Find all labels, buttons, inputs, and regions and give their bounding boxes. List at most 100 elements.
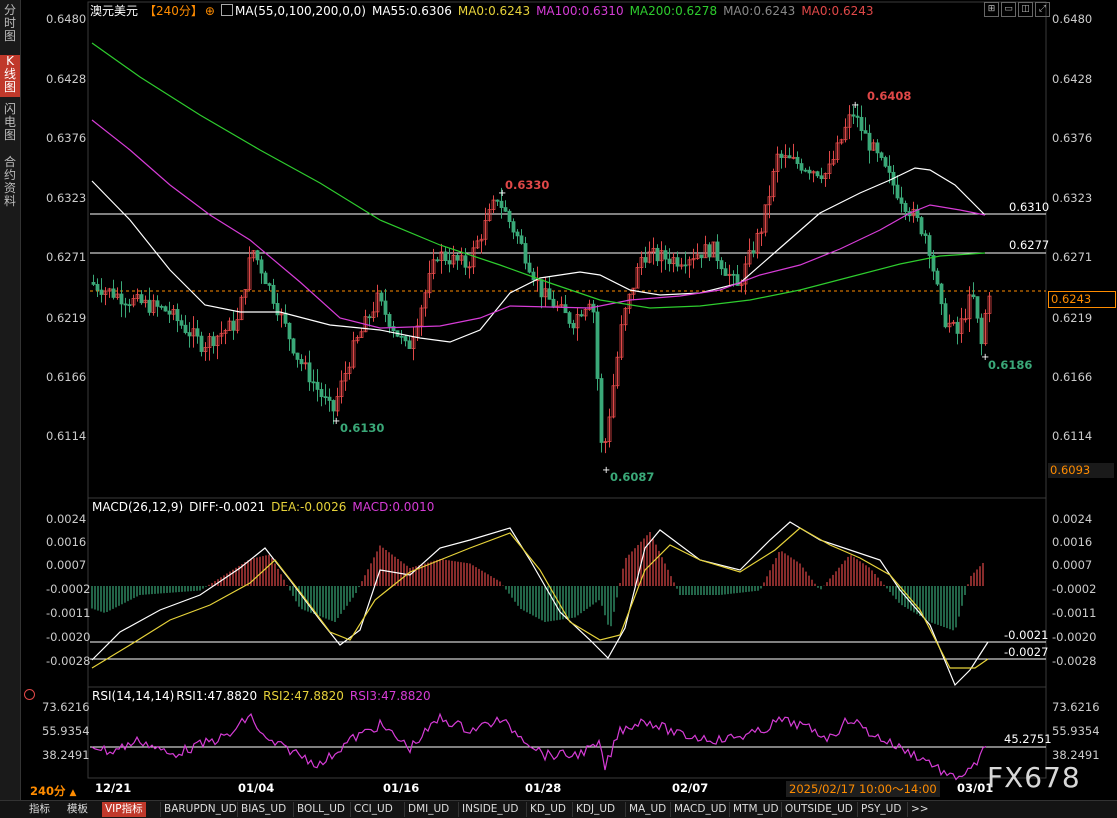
candle-body bbox=[687, 259, 692, 266]
candle-body bbox=[767, 196, 772, 206]
candle-body bbox=[691, 258, 696, 261]
candle-body bbox=[771, 171, 776, 198]
candle-body bbox=[883, 157, 888, 167]
candle-body bbox=[899, 197, 904, 204]
nav-flash-chart[interactable]: 闪 电 图 bbox=[3, 102, 16, 142]
candle-body bbox=[735, 274, 740, 286]
candle-body bbox=[919, 217, 924, 235]
macd-diff: DIFF:-0.0021 bbox=[189, 500, 266, 514]
nav-contract-info[interactable]: 合 约 资 料 bbox=[3, 155, 16, 208]
candle-body bbox=[495, 199, 500, 202]
tab-indicator[interactable]: 指标 bbox=[29, 803, 50, 815]
annotation-high: 0.6408 bbox=[867, 89, 912, 103]
candle-body bbox=[855, 115, 860, 118]
macd-info-row: MACD(26,12,9) DIFF:-0.0021 DEA:-0.0026 MACD… bbox=[92, 500, 440, 514]
period-label[interactable]: 【240分】 bbox=[144, 4, 203, 18]
tab-inside[interactable]: INSIDE_UD bbox=[458, 802, 521, 817]
extreme-marker: + bbox=[602, 465, 610, 476]
tab-template[interactable]: 模板 bbox=[67, 803, 88, 815]
candle-body bbox=[247, 257, 252, 290]
candle-body bbox=[143, 299, 148, 304]
price-tick-left: 0.6271 bbox=[46, 250, 87, 264]
tab-dmi[interactable]: DMI_UD bbox=[404, 802, 452, 817]
candle-body bbox=[155, 300, 160, 307]
candle-body bbox=[939, 283, 944, 305]
tab-psy[interactable]: PSY_UD bbox=[857, 802, 904, 817]
candle-body bbox=[787, 155, 792, 159]
macd-tick-right: -0.0020 bbox=[1052, 630, 1097, 644]
low-price-tag: 0.6093 bbox=[1048, 463, 1114, 478]
tab-kd[interactable]: KD_UD bbox=[526, 802, 569, 817]
nav-kline[interactable]: K 线 图 bbox=[0, 55, 20, 97]
candle-body bbox=[391, 326, 396, 332]
candle-body bbox=[359, 331, 364, 338]
candle-body bbox=[231, 320, 236, 331]
candle-body bbox=[775, 153, 780, 172]
tab-bias[interactable]: BIAS_UD bbox=[237, 802, 289, 817]
candle-body bbox=[315, 381, 320, 390]
candle-body bbox=[587, 303, 592, 310]
tab-mtm[interactable]: MTM_UD bbox=[729, 802, 782, 817]
tab-ma[interactable]: MA_UD bbox=[625, 802, 669, 817]
candle-body bbox=[507, 210, 512, 223]
candle-body bbox=[111, 288, 116, 298]
macd-value: MACD:0.0010 bbox=[352, 500, 435, 514]
candle-body bbox=[487, 209, 492, 221]
candle-body bbox=[423, 292, 428, 309]
candle-body bbox=[431, 259, 436, 275]
candle-body bbox=[275, 303, 280, 316]
candle-body bbox=[179, 320, 184, 326]
tab-cci[interactable]: CCI_UD bbox=[350, 802, 396, 817]
tab-kdj[interactable]: KDJ_UD bbox=[572, 802, 618, 817]
price-tick-right: 0.6114 bbox=[1052, 429, 1093, 443]
settings-icon[interactable]: ⊕ bbox=[204, 4, 215, 18]
tab-barupdn[interactable]: BARUPDN_UD bbox=[160, 802, 240, 817]
tab-outside[interactable]: OUTSIDE_UD bbox=[781, 802, 856, 817]
candle-body bbox=[827, 163, 832, 174]
macd-tick-right: -0.0011 bbox=[1052, 606, 1097, 620]
minimize-icon[interactable]: ▭ bbox=[1001, 2, 1016, 17]
candle-body bbox=[95, 283, 100, 291]
candle-body bbox=[307, 362, 312, 383]
candle-body bbox=[815, 171, 820, 177]
candle-body bbox=[959, 318, 964, 334]
candle-body bbox=[491, 199, 496, 210]
x-axis-label: 01/04 bbox=[238, 781, 275, 795]
tab-more[interactable]: >> bbox=[907, 802, 932, 817]
plot-frame bbox=[87, 1, 1047, 779]
indicator-icon[interactable] bbox=[220, 4, 233, 16]
candle-body bbox=[503, 207, 508, 212]
candle-body bbox=[199, 335, 204, 352]
tab-boll[interactable]: BOLL_UD bbox=[293, 802, 348, 817]
rsi-settings-icon[interactable] bbox=[24, 689, 35, 700]
candle-body bbox=[863, 130, 868, 134]
rsi-tick-right: 55.9354 bbox=[1052, 724, 1100, 738]
annotation-low1: 0.6130 bbox=[340, 421, 385, 435]
candle-body bbox=[451, 255, 456, 265]
rsi-tick-left: 38.2491 bbox=[42, 748, 90, 762]
indicator-tab-bar: 指标 模板 VIP指标 BARUPDN_UD BIAS_UD BOLL_UD C… bbox=[0, 800, 1117, 818]
nav-timeshare[interactable]: 分 时 图 bbox=[3, 3, 16, 43]
tab-vip-indicator[interactable]: VIP指标 bbox=[102, 802, 146, 817]
candle-body bbox=[203, 347, 208, 352]
macd-title: MACD(26,12,9) bbox=[92, 500, 184, 514]
layout-icon[interactable]: ◫ bbox=[1018, 2, 1033, 17]
extreme-marker: + bbox=[332, 416, 340, 427]
period-value: 240分 bbox=[30, 784, 66, 798]
macd-tick-left: 0.0024 bbox=[46, 512, 87, 526]
period-selector[interactable]: 240分 ▲ bbox=[30, 783, 76, 799]
candle-body bbox=[679, 264, 684, 267]
price-tick-left: 0.6114 bbox=[46, 429, 87, 443]
hline-label-2: 0.6277 bbox=[1009, 238, 1050, 252]
rsi-line-label: 45.2751 bbox=[1004, 732, 1052, 746]
grid-icon[interactable]: ⊞ bbox=[984, 2, 999, 17]
ma100-value: MA100:0.6310 bbox=[536, 4, 624, 18]
chart-canvas[interactable]: + + + + + bbox=[20, 0, 1117, 800]
candle-body bbox=[791, 156, 796, 159]
candle-body bbox=[867, 132, 872, 151]
tab-macd[interactable]: MACD_UD bbox=[670, 802, 730, 817]
candle-body bbox=[715, 241, 720, 262]
candle-body bbox=[931, 255, 936, 272]
expand-icon[interactable]: ⤢ bbox=[1035, 2, 1050, 17]
candle-body bbox=[371, 311, 376, 319]
